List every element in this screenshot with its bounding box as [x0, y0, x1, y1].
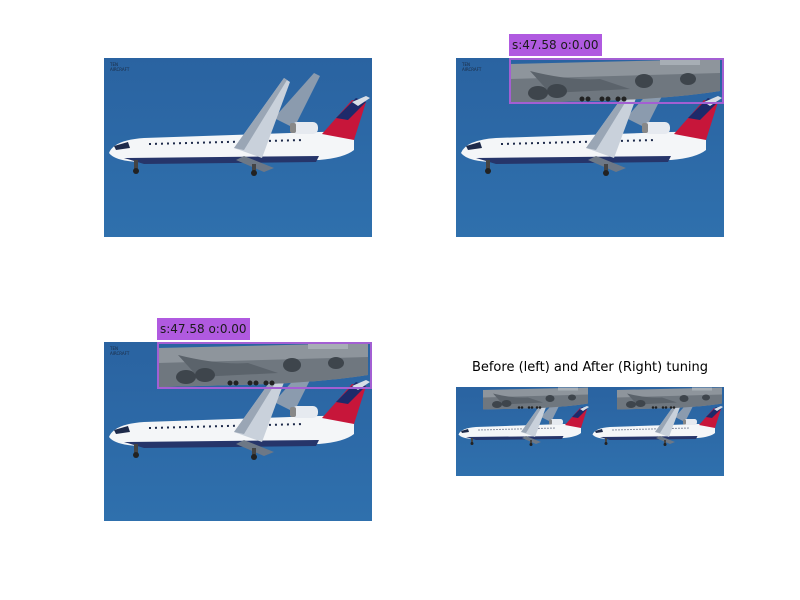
- detection-score-label-before: s:47.58 o:0.00: [509, 34, 602, 56]
- detection-box-after: [157, 342, 372, 389]
- detection-after-photo: [104, 342, 372, 521]
- comparison-strip: [456, 387, 724, 476]
- original-photo: [104, 58, 372, 237]
- detection-before-image: [456, 58, 724, 237]
- detection-score-label-after: s:47.58 o:0.00: [157, 318, 250, 340]
- comparison-strip-image: [456, 387, 724, 476]
- detection-before-photo: [456, 58, 724, 237]
- comparison-title: Before (left) and After (Right) tuning: [471, 360, 709, 375]
- detection-box-before: [509, 58, 724, 104]
- original-photo-image: [104, 58, 372, 237]
- detection-after-image: [104, 342, 372, 521]
